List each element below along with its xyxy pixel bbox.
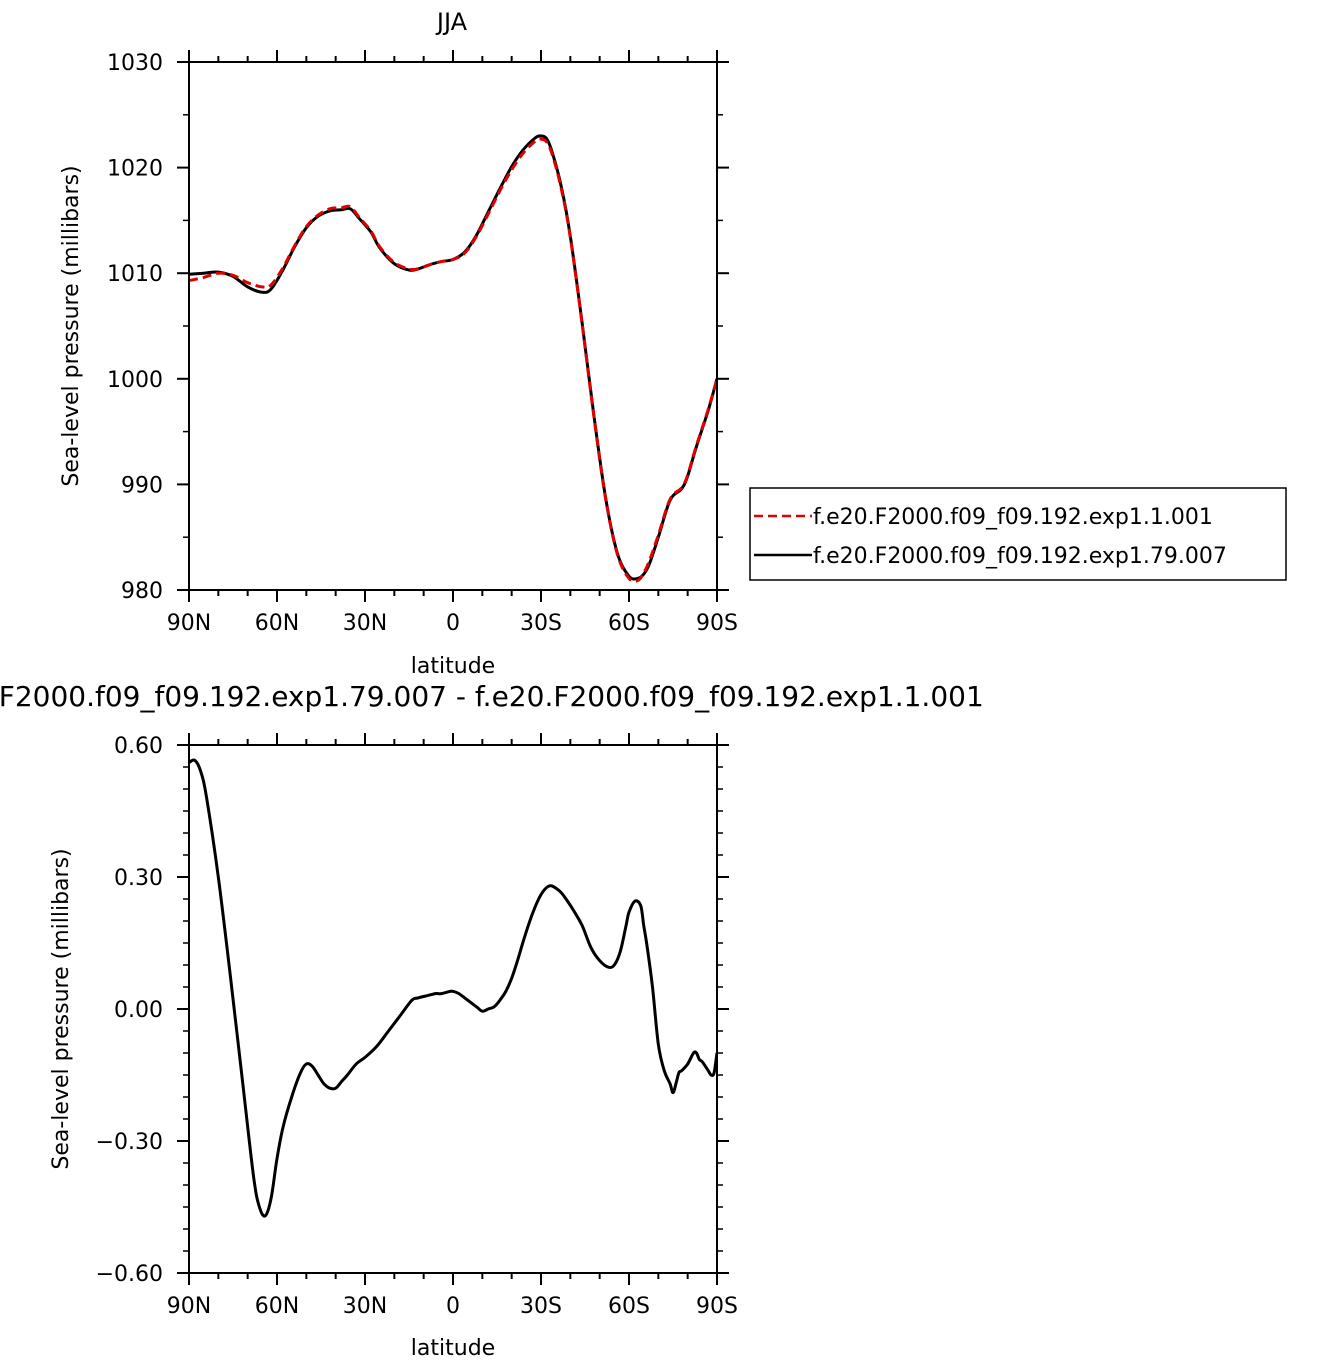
legend-label-series-1: f.e20.F2000.f09_f09.192.exp1.1.001 xyxy=(813,505,1213,530)
top-chart-ytick-label: 980 xyxy=(121,579,163,604)
bottom-chart-xtick-label: 90N xyxy=(167,1294,211,1319)
bottom-chart-xtick-label: 30N xyxy=(343,1294,387,1319)
bottom-chart-xtick-label: 30S xyxy=(520,1294,562,1319)
top-chart-xtick-label: 60S xyxy=(608,611,650,636)
bottom-chart-xlabel: latitude xyxy=(411,1336,495,1361)
bottom-chart-ticks xyxy=(177,733,729,1285)
top-chart-ytick-label: 990 xyxy=(121,473,163,498)
bottom-chart-xtick-label: 90S xyxy=(696,1294,738,1319)
top-chart-ticks xyxy=(177,50,729,602)
bottom-chart-series xyxy=(189,758,717,1218)
top-chart-xtick-label: 0 xyxy=(446,611,460,636)
bottom-chart-frame xyxy=(188,744,718,1274)
top-chart-ytick-label: 1030 xyxy=(107,51,163,76)
top-chart-tick-labels: 90N 60N 30N 0 30S 60S 90S 980 990 1000 1010 1020 103… xyxy=(107,51,738,636)
bottom-chart-ytick-label: 0.00 xyxy=(114,998,163,1023)
legend: f.e20.F2000.f09_f09.192.exp1.1.001 f.e20… xyxy=(749,487,1287,581)
bottom-chart-ytick-label: 0.30 xyxy=(114,866,163,891)
bottom-chart-ytick-label: 0.60 xyxy=(114,734,163,759)
bottom-chart-tick-labels: 90N 60N 30N 0 30S 60S 90S 0.60 0.30 0.00 −0.30 −0.6… xyxy=(96,734,738,1319)
top-chart-panel: JJA 90N 60N 30N 0 30S 60S 90S 980 990 1000 1010 102… xyxy=(59,8,738,679)
top-chart-xtick-label: 90S xyxy=(696,611,738,636)
top-chart-xlabel: latitude xyxy=(411,654,495,679)
bottom-chart-xtick-label: 60N xyxy=(255,1294,299,1319)
bottom-chart-title: f.e20.F2000.f09_f09.192.exp1.79.007 - f.… xyxy=(0,680,984,713)
legend-label-series-2: f.e20.F2000.f09_f09.192.exp1.79.007 xyxy=(813,544,1227,569)
top-chart-ylabel: Sea-level pressure (millibars) xyxy=(59,165,84,486)
top-chart-series xyxy=(189,134,717,583)
top-chart-ytick-label: 1010 xyxy=(107,262,163,287)
top-chart-xtick-label: 60N xyxy=(255,611,299,636)
bottom-chart-panel: f.e20.F2000.f09_f09.192.exp1.79.007 - f.… xyxy=(0,680,984,1361)
bottom-chart-ytick-label: −0.30 xyxy=(96,1130,163,1155)
bottom-chart-ylabel: Sea-level pressure (millibars) xyxy=(49,848,74,1169)
bottom-chart-xtick-label: 60S xyxy=(608,1294,650,1319)
bottom-chart-xtick-label: 0 xyxy=(446,1294,460,1319)
top-chart-xtick-label: 30S xyxy=(520,611,562,636)
top-chart-title: JJA xyxy=(435,8,468,36)
top-chart-series-line-1 xyxy=(189,137,717,583)
top-chart-ytick-label: 1020 xyxy=(107,157,163,182)
bottom-chart-series-line-1 xyxy=(189,758,717,1218)
top-chart-frame xyxy=(188,61,718,591)
bottom-chart-ytick-label: −0.60 xyxy=(96,1262,163,1287)
top-chart-xtick-label: 30N xyxy=(343,611,387,636)
legend-box xyxy=(749,487,1287,581)
top-chart-xtick-label: 90N xyxy=(167,611,211,636)
top-chart-ytick-label: 1000 xyxy=(107,368,163,393)
top-chart-series-line-2 xyxy=(189,134,717,581)
